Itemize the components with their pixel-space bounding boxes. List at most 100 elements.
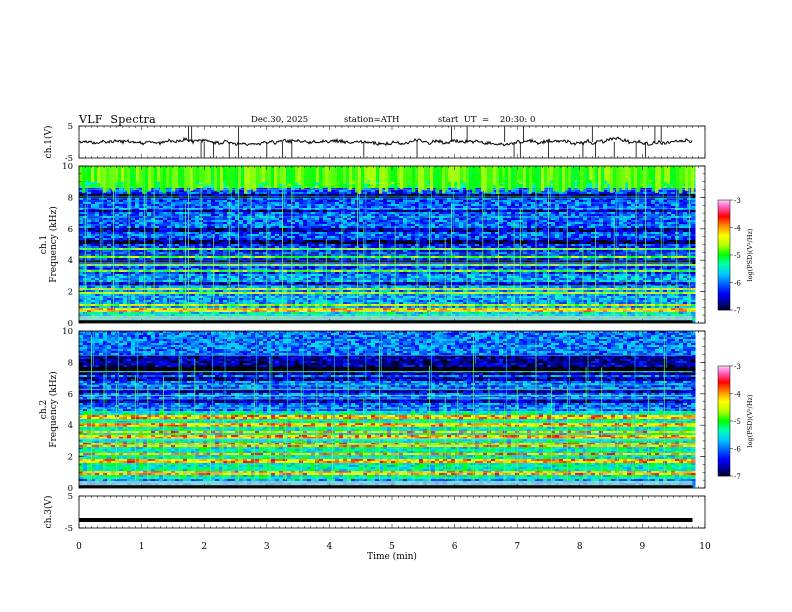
spectrogram-cell	[243, 200, 248, 203]
spectrogram-cell	[663, 192, 668, 195]
spectrogram-cell	[323, 206, 328, 209]
spectrogram-cell	[131, 220, 136, 223]
spectrogram-cell	[607, 204, 612, 207]
spectrogram-cell	[563, 228, 568, 231]
spectrogram-cell	[671, 202, 676, 205]
spectrogram-cell	[503, 204, 508, 207]
spectrogram-cell	[379, 224, 384, 227]
spectrogram-cell	[179, 212, 184, 215]
spectrogram-cell	[315, 184, 320, 187]
spectrogram-cell	[299, 200, 304, 203]
spectrogram-cell	[403, 190, 408, 193]
spectrogram-cell	[243, 224, 248, 227]
spectrogram-cell	[351, 214, 356, 217]
spectrogram-cell	[87, 198, 92, 201]
spectrogram-cell	[131, 198, 136, 201]
spectrogram-cell	[299, 214, 304, 217]
spectrogram-cell	[223, 214, 228, 217]
spectrogram-cell	[359, 204, 364, 207]
spectrogram-cell	[531, 220, 536, 223]
spectrogram-cell	[335, 214, 340, 217]
spectrogram-cell	[295, 182, 300, 185]
spectrogram-cell	[363, 208, 368, 211]
spectrogram-cell	[363, 206, 368, 209]
spectrogram-cell	[423, 214, 428, 217]
spectrogram-cell	[223, 200, 228, 203]
spectrogram-cell	[107, 212, 112, 215]
spectrogram-cell	[135, 200, 140, 203]
spectrogram-cell	[203, 228, 208, 231]
spectrogram-cell	[479, 220, 484, 223]
spectrogram-cell	[147, 192, 152, 195]
spectrogram-cell	[371, 218, 376, 221]
spectrogram-cell	[559, 208, 564, 211]
spectrogram-cell	[247, 196, 252, 199]
spectrogram-cell	[447, 202, 452, 205]
spectrogram-cell	[519, 202, 524, 205]
spectrogram-cell	[639, 210, 644, 213]
spectrogram-cell	[327, 200, 332, 203]
spectrogram-cell	[139, 210, 144, 213]
spectrogram-cell	[575, 218, 580, 221]
spectrogram-cell	[119, 226, 124, 229]
spectrogram-cell	[595, 218, 600, 221]
spectrogram-cell	[455, 200, 460, 203]
spectrogram-cell	[363, 220, 368, 223]
spectrogram-cell	[459, 182, 464, 185]
spectrogram-cell	[683, 196, 688, 199]
spectrogram-cell	[95, 204, 100, 207]
spectrogram-cell	[511, 200, 516, 203]
spectrogram-cell	[487, 212, 492, 215]
spectrogram-cell	[339, 198, 344, 201]
spectrogram-cell	[511, 208, 516, 211]
spectrogram-cell	[119, 196, 124, 199]
spectrogram-cell	[575, 208, 580, 211]
spectrogram-cell	[511, 214, 516, 217]
spectrogram-cell	[163, 194, 168, 197]
spectrogram-cell	[463, 184, 468, 187]
spectrogram-cell	[471, 208, 476, 211]
spectrogram-cell	[627, 194, 632, 197]
spectrogram-cell	[531, 194, 536, 197]
spectrogram-cell	[307, 218, 312, 221]
spectrogram-cell	[431, 196, 436, 199]
spectrogram-cell	[543, 214, 548, 217]
spectrogram-cell	[143, 204, 148, 207]
spectrogram-cell	[107, 218, 112, 221]
spectrogram-cell	[159, 190, 164, 193]
spectrogram-cell	[591, 226, 596, 229]
spectrogram-cell	[351, 184, 356, 187]
spectrogram-cell	[627, 214, 632, 217]
spectrogram-cell	[527, 222, 532, 225]
spectrogram-cell	[535, 206, 540, 209]
spectrogram-cell	[91, 182, 96, 185]
spectrogram-cell	[455, 212, 460, 215]
spectrogram-cell	[159, 210, 164, 213]
spectrogram-cell	[191, 230, 196, 233]
spectrogram-cell	[123, 230, 128, 233]
spectrogram-cell	[187, 212, 192, 215]
spectrogram-cell	[363, 186, 368, 189]
spectrogram-cell	[103, 204, 108, 207]
spectrogram-cell	[331, 184, 336, 187]
spectrogram-cell	[511, 198, 516, 201]
spectrogram-cell	[679, 204, 684, 207]
spectrogram-cell	[375, 220, 380, 223]
spectrogram-cell	[663, 198, 668, 201]
spectrogram-cell	[79, 230, 84, 233]
spectrogram-cell	[175, 214, 180, 217]
spectrogram-cell	[135, 228, 140, 231]
spectrogram-cell	[231, 196, 236, 199]
spectrogram-cell	[91, 192, 96, 195]
spectrogram-cell	[135, 210, 140, 213]
spectrogram-cell	[515, 204, 520, 207]
spectrogram-cell	[503, 194, 508, 197]
spectrogram-cell	[639, 218, 644, 221]
spectrogram-cell	[599, 208, 604, 211]
spectrogram-cell	[655, 222, 660, 225]
spectrogram-cell	[427, 180, 432, 183]
spectrogram-cell	[663, 202, 668, 205]
spectrogram-cell	[419, 192, 424, 195]
spectrogram-cell	[255, 196, 260, 199]
spectrogram-cell	[351, 228, 356, 231]
